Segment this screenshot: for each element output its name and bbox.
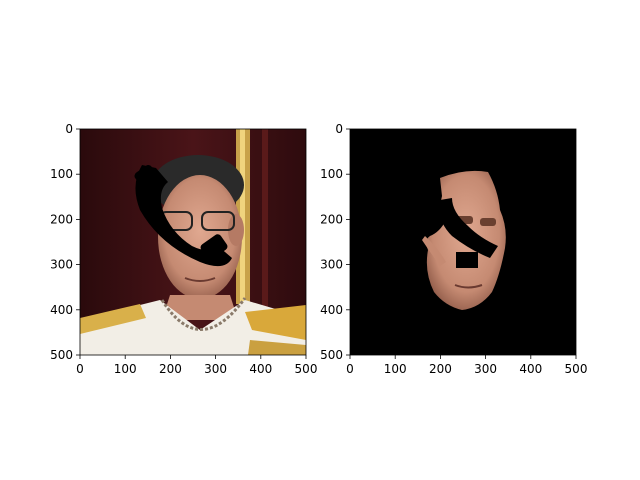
- left-ytick-label-200: 200: [50, 212, 73, 226]
- right-ytick-label-300: 300: [320, 258, 343, 272]
- left-xtick-label-0: 0: [76, 362, 84, 376]
- left-xtick-label-200: 200: [159, 362, 182, 376]
- left-xtick-label-300: 300: [204, 362, 227, 376]
- left-axes-frame: [79, 128, 307, 356]
- left-ytick-label-100: 100: [50, 167, 73, 181]
- right-xtick-label-300: 300: [474, 362, 497, 376]
- right-xtick-label-400: 400: [519, 362, 542, 376]
- left-ytick-label-400: 400: [50, 303, 73, 317]
- right-xtick-label-0: 0: [346, 362, 354, 376]
- left-xtick-label-400: 400: [249, 362, 272, 376]
- right-axes-frame: [349, 128, 577, 356]
- right-ytick-label-200: 200: [320, 212, 343, 226]
- right-xtick-label-200: 200: [429, 362, 452, 376]
- left-xtick-label-500: 500: [295, 362, 318, 376]
- right-xtick-label-100: 100: [384, 362, 407, 376]
- right-ytick-label-0: 0: [335, 122, 343, 136]
- left-ytick-label-500: 500: [50, 348, 73, 362]
- right-ytick-label-400: 400: [320, 303, 343, 317]
- left-ytick-label-0: 0: [65, 122, 73, 136]
- left-ytick-label-300: 300: [50, 258, 73, 272]
- right-xtick-label-500: 500: [565, 362, 588, 376]
- right-ytick-label-500: 500: [320, 348, 343, 362]
- left-image-panel: [80, 129, 306, 355]
- left-xtick-label-100: 100: [114, 362, 137, 376]
- right-image-panel: [350, 129, 576, 355]
- right-ytick-label-100: 100: [320, 167, 343, 181]
